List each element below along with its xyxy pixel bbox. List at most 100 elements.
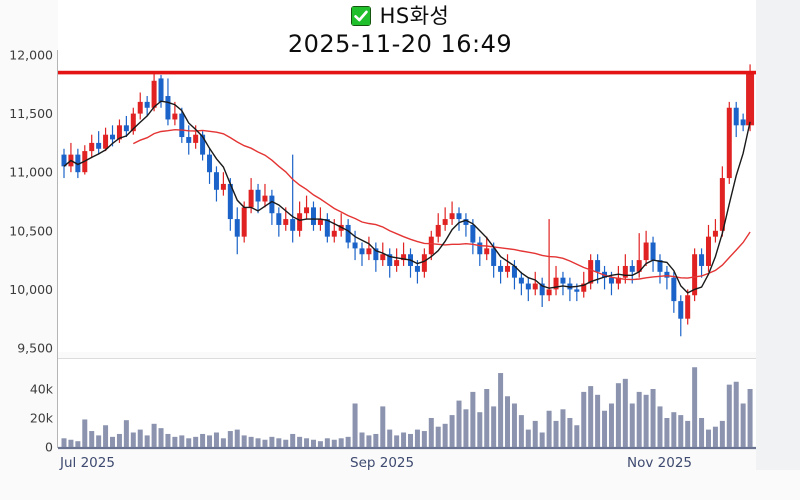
candle-body	[491, 248, 497, 266]
volume-bar	[525, 429, 531, 447]
candle-wick	[416, 260, 419, 284]
candle-body	[435, 224, 441, 237]
volume-bar	[387, 429, 393, 447]
candle-body	[96, 142, 102, 149]
candle-body	[726, 107, 732, 179]
candle-body	[345, 224, 351, 243]
volume-bar	[712, 426, 718, 447]
candle-body	[650, 242, 656, 261]
candle-body	[414, 265, 420, 272]
volume-bar	[650, 389, 656, 447]
volume-bar	[726, 384, 732, 447]
candle-body	[158, 78, 164, 102]
volume-bar	[338, 438, 344, 447]
volume-bar	[678, 415, 684, 447]
candle-body	[234, 219, 240, 237]
candle-body	[643, 242, 649, 261]
candle-body	[304, 207, 310, 214]
candle-wick	[562, 271, 564, 296]
volume-bar	[442, 423, 448, 447]
volume-bar	[692, 367, 698, 447]
volume-bar	[172, 436, 178, 447]
volume-bar	[449, 415, 455, 447]
volume-bar	[401, 432, 407, 447]
volume-bar	[511, 403, 517, 447]
volume-bar	[61, 438, 67, 447]
price-tick-label: 10,500	[9, 223, 53, 238]
volume-bar	[581, 391, 587, 447]
volume-bar	[546, 410, 552, 447]
candle-body	[255, 189, 261, 202]
candle-wick	[576, 283, 578, 302]
volume-bar	[615, 383, 621, 447]
candle-body	[733, 107, 739, 126]
volume-bar	[262, 439, 268, 447]
volume-bar	[207, 435, 213, 447]
candle-wick	[610, 271, 613, 296]
candle-body	[428, 236, 434, 255]
candle-body	[685, 295, 691, 319]
candle-body	[546, 289, 552, 296]
volume-bar	[234, 429, 240, 447]
volume-bar	[643, 394, 649, 447]
volume-bar	[359, 432, 365, 447]
candle-body	[380, 254, 386, 261]
volume-bar	[740, 403, 746, 447]
volume-bar	[304, 438, 310, 447]
candle-body	[498, 265, 504, 272]
volume-bar	[636, 391, 642, 447]
price-tick-label: 11,000	[9, 165, 53, 180]
volume-bar	[68, 439, 74, 447]
volume-bar	[567, 418, 573, 447]
x-axis-labels: Jul 2025 Sep 2025 Nov 2025	[59, 455, 692, 471]
volume-axis-labels: 40k 20k 0	[30, 382, 54, 455]
volume-bar	[165, 433, 171, 447]
volume-bar	[505, 396, 511, 447]
candle-body	[130, 113, 136, 132]
candle-body	[172, 113, 178, 120]
volume-bar	[137, 429, 143, 447]
candle-body	[505, 265, 511, 272]
candle-body	[144, 101, 150, 108]
candle-body	[532, 283, 538, 290]
volume-bar	[276, 438, 282, 447]
volume-bar	[491, 406, 497, 447]
volume-bar	[733, 381, 739, 447]
month-label: Nov 2025	[627, 455, 692, 471]
candle-body	[553, 277, 559, 290]
candle-body	[220, 183, 226, 190]
volume-bar	[629, 403, 635, 447]
month-label: Sep 2025	[350, 455, 414, 471]
candle-body	[248, 189, 254, 208]
candle-body	[359, 248, 365, 255]
volume-bar	[200, 433, 206, 447]
volume-bar	[297, 436, 303, 447]
candle-body	[290, 219, 296, 231]
stock-name: HS화성	[379, 4, 450, 28]
volume-bar	[373, 433, 379, 447]
candle-body	[484, 248, 490, 255]
volume-bar	[193, 436, 199, 447]
volume-tick-label: 40k	[30, 382, 54, 397]
stock-title-row: HS화성	[0, 2, 800, 30]
candle-body	[137, 101, 143, 114]
volume-bar	[82, 419, 88, 447]
volume-bar	[671, 412, 677, 447]
candle-body	[317, 219, 323, 225]
price-tick-label: 9,500	[17, 341, 53, 356]
candle-body	[719, 178, 725, 231]
volume-bar	[255, 438, 261, 447]
candle-body	[123, 125, 129, 132]
price-tick-label: 11,500	[9, 106, 53, 121]
candle-body	[518, 277, 524, 284]
candle-body	[692, 254, 698, 296]
candle-body	[186, 137, 192, 143]
candle-body	[456, 213, 462, 220]
volume-bar	[352, 403, 358, 447]
candle-body	[401, 254, 407, 261]
candle-body	[442, 219, 448, 225]
volume-bar	[428, 418, 434, 447]
volume-bar	[664, 418, 670, 447]
checked-checkbox-icon[interactable]	[350, 6, 371, 26]
price-axis-labels: 12,000 11,500 11,000 10,500 10,000 9,500	[9, 48, 53, 356]
